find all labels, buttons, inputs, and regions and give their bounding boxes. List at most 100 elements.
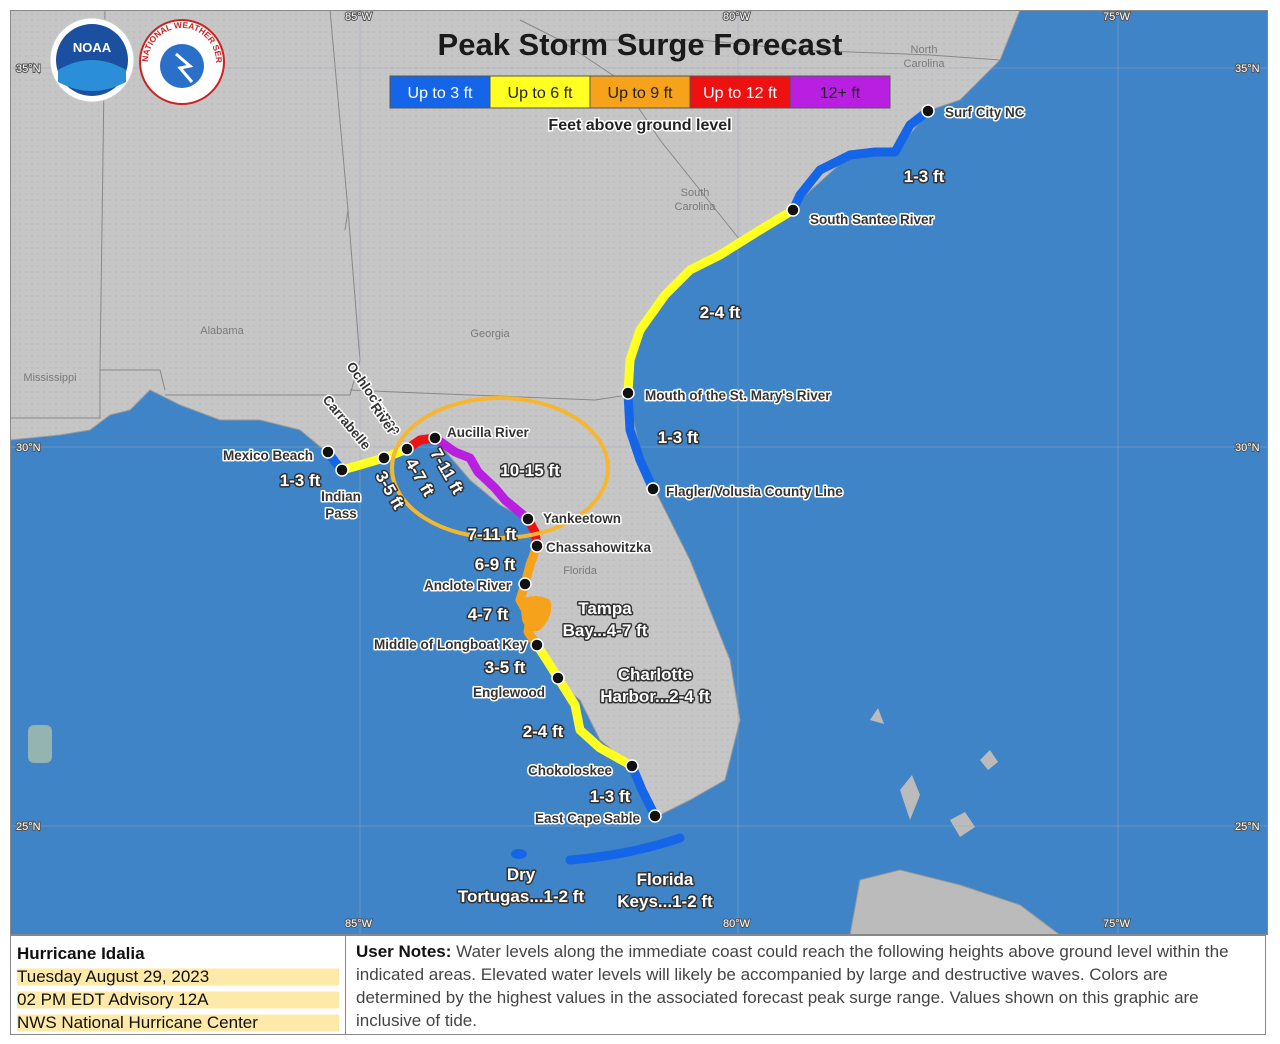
surge-segment [532,640,637,771]
legend-swatch [589,75,691,109]
lon-label: 80°W [723,11,751,23]
region-label: Carolina [675,201,717,213]
nws-bolt [175,52,194,83]
legend-label: Up to 6 ft [508,85,573,102]
footer-left: Hurricane Idalia Tuesday August 29, 2023… [11,936,346,1034]
surge-segment [430,433,533,524]
islands [870,708,998,837]
region-label: North [911,44,938,56]
lon-label: 85°W [345,11,373,23]
lon-label: 80°W [723,918,751,930]
lat-label: 35°N [16,63,41,75]
surge-label: 1-3 ft [904,167,945,186]
surge-label: 1-3 ft [658,428,699,447]
location-label: Aucilla River [447,425,530,440]
location-label: Indian [321,489,361,504]
forecast-point [648,809,662,823]
notes: Water levels along the immediate coast c… [356,942,1229,1030]
region-label: South [681,187,710,199]
location-label: Middle of Longboat Key [374,637,527,652]
map: 85°W 80°W 75°W 85°W 80°W 75°W 35°N 30°N … [0,0,1268,935]
lat-label: 30°N [16,442,41,454]
surge-label: 2-4 ft [700,303,741,322]
florida-keys [565,833,685,865]
region-label: Alabama [200,325,244,337]
forecast-point [621,386,635,400]
dry-tortugas [511,849,527,859]
region-label: Carolina [904,58,946,70]
surge-label: 7-11 ft [467,525,516,544]
surge-segment [623,205,798,398]
forecast-point [921,104,935,118]
surge-label: Charlotte [618,665,693,684]
location-label: Anclote River [424,578,512,593]
legend-label: Up to 3 ft [408,85,473,102]
legend-swatch [389,75,491,109]
legend: Up to 3 ft Up to 6 ft Up to 9 ft Up to 12 f… [389,75,891,109]
noaa-wave [58,60,126,91]
forecast-point [518,577,532,591]
surge-label: 1-3 ft [590,787,631,806]
forecast-point [530,539,544,553]
surge-label: 6-9 ft [475,555,516,574]
legend-swatch [789,75,891,109]
location-label: Pass [325,506,357,521]
location-label: Englewood [473,685,545,700]
forecast-point [377,451,391,465]
surge-label: Keys...1-2 ft [617,892,713,911]
surge-label: Florida [637,870,694,889]
forecast-points [321,104,935,823]
advisory: 02 PM EDT Advisory 12A [17,988,339,1011]
region-label: Georgia [470,328,510,340]
highlight-circle [390,396,610,540]
legend-label: 12+ ft [820,85,861,102]
tampa-bay [520,596,552,632]
region-label: Florida [563,565,598,577]
region-label: Mississippi [23,372,76,384]
nws-inner [160,44,204,88]
storm-name: Hurricane Idalia [17,944,145,963]
lat-label: 30°N [1235,442,1260,454]
location-label: Surf City NC [945,105,1025,120]
forecast-point [646,482,660,496]
forecast-point [551,671,565,685]
surge-label: 3-5 ft [485,658,526,677]
location-label: Chokoloskee [528,763,613,778]
lat-label: 25°N [16,821,41,833]
legend-label: Up to 12 ft [703,85,777,102]
location-label: South Santee River [810,212,935,227]
forecast-point [625,759,639,773]
noaa-text: NOAA [73,40,112,55]
forecast-point [321,445,335,459]
forecast-point [786,203,800,217]
surge-label: Dry [507,865,536,884]
forecast-point [335,463,349,477]
surge-label: Tampa [578,599,632,618]
surge-label: 10-15 ft [500,461,560,480]
legend-caption: Feet above ground level [548,117,731,134]
surge-label: Tortugas...1-2 ft [458,887,585,906]
location-label: Mexico Beach [223,448,313,463]
cuba [849,869,1061,935]
grid-labels: 85°W 80°W 75°W 85°W 80°W 75°W 35°N 30°N … [15,10,1261,931]
frame [10,10,1268,935]
lat-label: 25°N [1235,821,1260,833]
surge-segment [623,388,658,494]
title: Peak Storm Surge Forecast [438,27,843,62]
surge-label: 2-4 ft [523,722,564,741]
forecast-point [521,512,535,526]
notes-label: User Notes: [356,942,452,961]
surge-label: 4-7 ft [468,605,509,624]
lon-label: 75°W [1103,11,1131,23]
date: Tuesday August 29, 2023 [17,965,339,988]
surge-label: 1-3 ft [280,471,321,490]
location-label: Chassahowitzka [546,540,652,555]
legend-label: Up to 9 ft [608,85,673,102]
forecast-point [530,638,544,652]
basemap [10,10,1268,935]
lat-label: 35°N [1235,63,1260,75]
center: NWS National Hurricane Center [17,1011,339,1034]
location-label: Yankeetown [543,511,621,526]
forecast-point [400,442,414,456]
